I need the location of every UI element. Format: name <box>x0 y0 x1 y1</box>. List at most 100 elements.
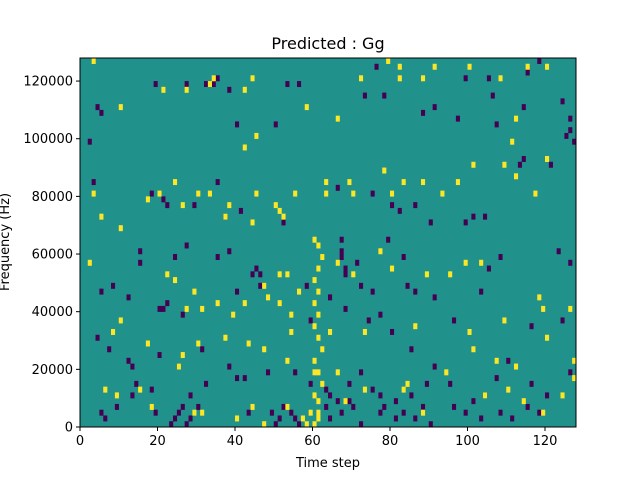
x-tick-label: 100 <box>455 434 480 449</box>
heatmap-cell-high <box>308 409 313 416</box>
x-tick-label: 40 <box>227 434 244 449</box>
heatmap-cell-low <box>91 179 96 186</box>
heatmap-cell-low <box>304 282 309 289</box>
heatmap-cell-high <box>316 242 321 249</box>
heatmap-cell-high <box>382 167 387 174</box>
heatmap-cell-low <box>173 254 178 260</box>
heatmap-cell-low <box>180 311 185 318</box>
heatmap-cell-high <box>316 409 321 416</box>
heatmap-cell-low <box>277 415 282 422</box>
heatmap-cell-low <box>254 265 259 272</box>
heatmap-cell-high <box>483 392 488 399</box>
heatmap-cell-low <box>238 207 243 214</box>
heatmap-cell-high <box>498 75 503 82</box>
x-tick-label: 60 <box>304 434 321 449</box>
heatmap-cell-low <box>529 380 534 387</box>
heatmap-cell-low <box>196 403 201 410</box>
heatmap-cell-high <box>455 179 460 186</box>
heatmap-cell-high <box>421 409 426 416</box>
x-axis-label: Time step <box>295 456 360 471</box>
plot-area <box>79 57 577 428</box>
heatmap-cell-high <box>390 190 395 197</box>
x-tick-label: 120 <box>533 434 558 449</box>
heatmap-cell-high <box>242 86 247 93</box>
heatmap-cell-low <box>281 219 286 226</box>
heatmap-cell-low <box>409 346 414 353</box>
heatmap-cell-high <box>533 190 538 197</box>
heatmap-cell-high <box>312 357 317 364</box>
heatmap-cell-low <box>258 282 263 289</box>
heatmap-cell-low <box>529 323 534 330</box>
heatmap-cell-low <box>95 104 100 111</box>
heatmap-cell-high <box>285 357 290 364</box>
heatmap-cell-high <box>289 328 294 335</box>
heatmap-cell-low <box>359 421 364 428</box>
heatmap-cell-high <box>506 386 511 393</box>
heatmap-cell-low <box>370 190 375 197</box>
heatmap-cell-low <box>200 346 205 353</box>
heatmap-cell-high <box>273 202 278 209</box>
heatmap-cell-low <box>521 104 526 111</box>
heatmap-cell-high <box>289 311 294 318</box>
heatmap-cell-high <box>386 58 391 64</box>
y-axis-label: Frequency (Hz) <box>0 193 13 291</box>
heatmap-cell-high <box>424 271 429 278</box>
heatmap-cell-low <box>362 92 367 99</box>
heatmap-cell-low <box>537 58 542 64</box>
heatmap-cell-low <box>463 409 468 416</box>
heatmap-cell-high <box>541 305 546 312</box>
heatmap-cell-high <box>262 282 267 289</box>
heatmap-cell-high <box>312 392 317 399</box>
heatmap-cell-high <box>510 138 515 145</box>
heatmap-cell-high <box>277 207 282 214</box>
heatmap-cell-low <box>157 352 162 359</box>
heatmap-cell-high <box>328 328 333 335</box>
heatmap-cell-high <box>359 75 364 82</box>
heatmap-cell-low <box>455 115 460 122</box>
heatmap-cell-high <box>165 271 170 278</box>
heatmap-cell-low <box>188 392 193 399</box>
heatmap-cell-high <box>192 409 197 416</box>
heatmap-cell-low <box>99 109 104 116</box>
heatmap-cell-high <box>514 173 519 180</box>
heatmap-cell-low <box>339 236 344 243</box>
heatmap-cell-high <box>300 415 305 422</box>
y-tick-label: 0 <box>65 421 73 436</box>
heatmap-cell-low <box>328 294 333 301</box>
heatmap-cell-high <box>351 271 356 278</box>
heatmap-cell-high <box>568 305 573 312</box>
heatmap-cell-low <box>351 403 356 410</box>
heatmap-cell-low <box>401 409 406 416</box>
heatmap-cell-low <box>215 254 220 260</box>
heatmap-cell-low <box>266 369 271 376</box>
y-tick-label: 60000 <box>32 248 73 263</box>
heatmap-cell-low <box>130 363 135 370</box>
heatmap-cell-low <box>227 248 232 255</box>
heatmap-cell-high <box>362 328 367 335</box>
heatmap-cell-high <box>479 259 484 266</box>
heatmap-cell-low <box>390 202 395 209</box>
heatmap-cell-low <box>153 409 158 416</box>
heatmap-cell-high <box>277 300 282 307</box>
heatmap-cell-high <box>401 179 406 186</box>
heatmap-cell-low <box>494 375 499 382</box>
heatmap-cell-low <box>568 259 573 266</box>
heatmap-cell-low <box>328 415 333 422</box>
heatmap-cell-low <box>498 254 503 260</box>
heatmap-cell-low <box>184 81 189 88</box>
heatmap-cell-low <box>339 254 344 260</box>
heatmap-cell-low <box>103 415 108 422</box>
heatmap-cell-high <box>91 190 96 197</box>
heatmap-cell-high <box>266 294 271 301</box>
heatmap-cell-low <box>486 75 491 82</box>
heatmap-cell-high <box>231 311 236 318</box>
heatmap-cell-high <box>324 190 329 197</box>
x-tick-label: 0 <box>76 434 84 449</box>
heatmap-cell-low <box>281 403 286 410</box>
heatmap-cell-high <box>250 403 255 410</box>
heatmap-cell-high <box>145 196 150 203</box>
heatmap-cell-high <box>351 190 356 197</box>
heatmap-cell-low <box>479 415 484 422</box>
heatmap-cell-high <box>180 202 185 209</box>
heatmap-cell-high <box>312 323 317 330</box>
